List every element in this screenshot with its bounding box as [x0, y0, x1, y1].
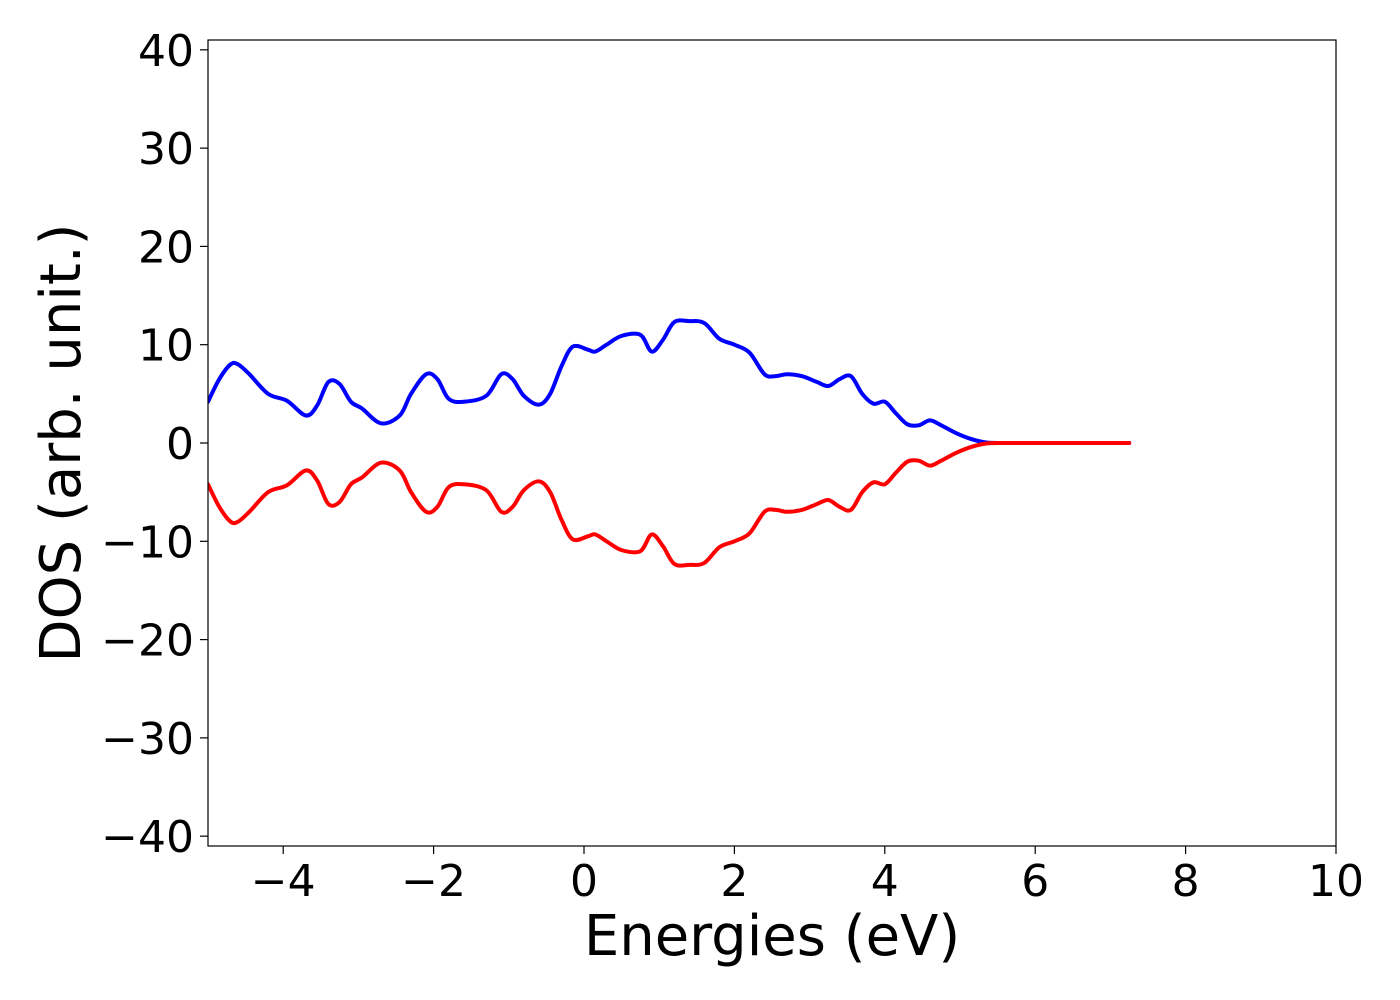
- y-tick-label: −20: [101, 616, 194, 667]
- y-tick-label: −30: [101, 714, 194, 765]
- series-line-lower: [208, 440, 1132, 568]
- y-axis-title: DOS (arb. unit.): [29, 223, 94, 662]
- y-tick-label: 40: [138, 26, 194, 77]
- y-tick-label: 30: [138, 124, 194, 175]
- series-layer: [208, 318, 1132, 568]
- x-axis-title: Energies (eV): [584, 904, 960, 969]
- x-tick-label: 8: [1172, 856, 1200, 907]
- x-tick-label: −2: [401, 856, 466, 907]
- y-tick-label: −10: [101, 517, 194, 568]
- x-tick-label: 6: [1021, 856, 1049, 907]
- y-tick-label: −40: [101, 812, 194, 863]
- x-tick-label: −4: [251, 856, 316, 907]
- x-tick-label: 2: [720, 856, 748, 907]
- x-tick-label: 4: [871, 856, 899, 907]
- y-axis: −40 −30 −20 −10 0 10 20 30 40: [101, 26, 208, 863]
- y-tick-label: 0: [166, 419, 194, 470]
- x-tick-label: 0: [570, 856, 598, 907]
- series-line-upper: [208, 318, 1132, 446]
- y-tick-label: 20: [138, 222, 194, 273]
- y-tick-label: 10: [138, 321, 194, 372]
- x-tick-label: 10: [1308, 856, 1364, 907]
- x-axis: −4 −2 0 2 4 6 8 10: [251, 846, 1364, 907]
- plot-area: [208, 40, 1336, 846]
